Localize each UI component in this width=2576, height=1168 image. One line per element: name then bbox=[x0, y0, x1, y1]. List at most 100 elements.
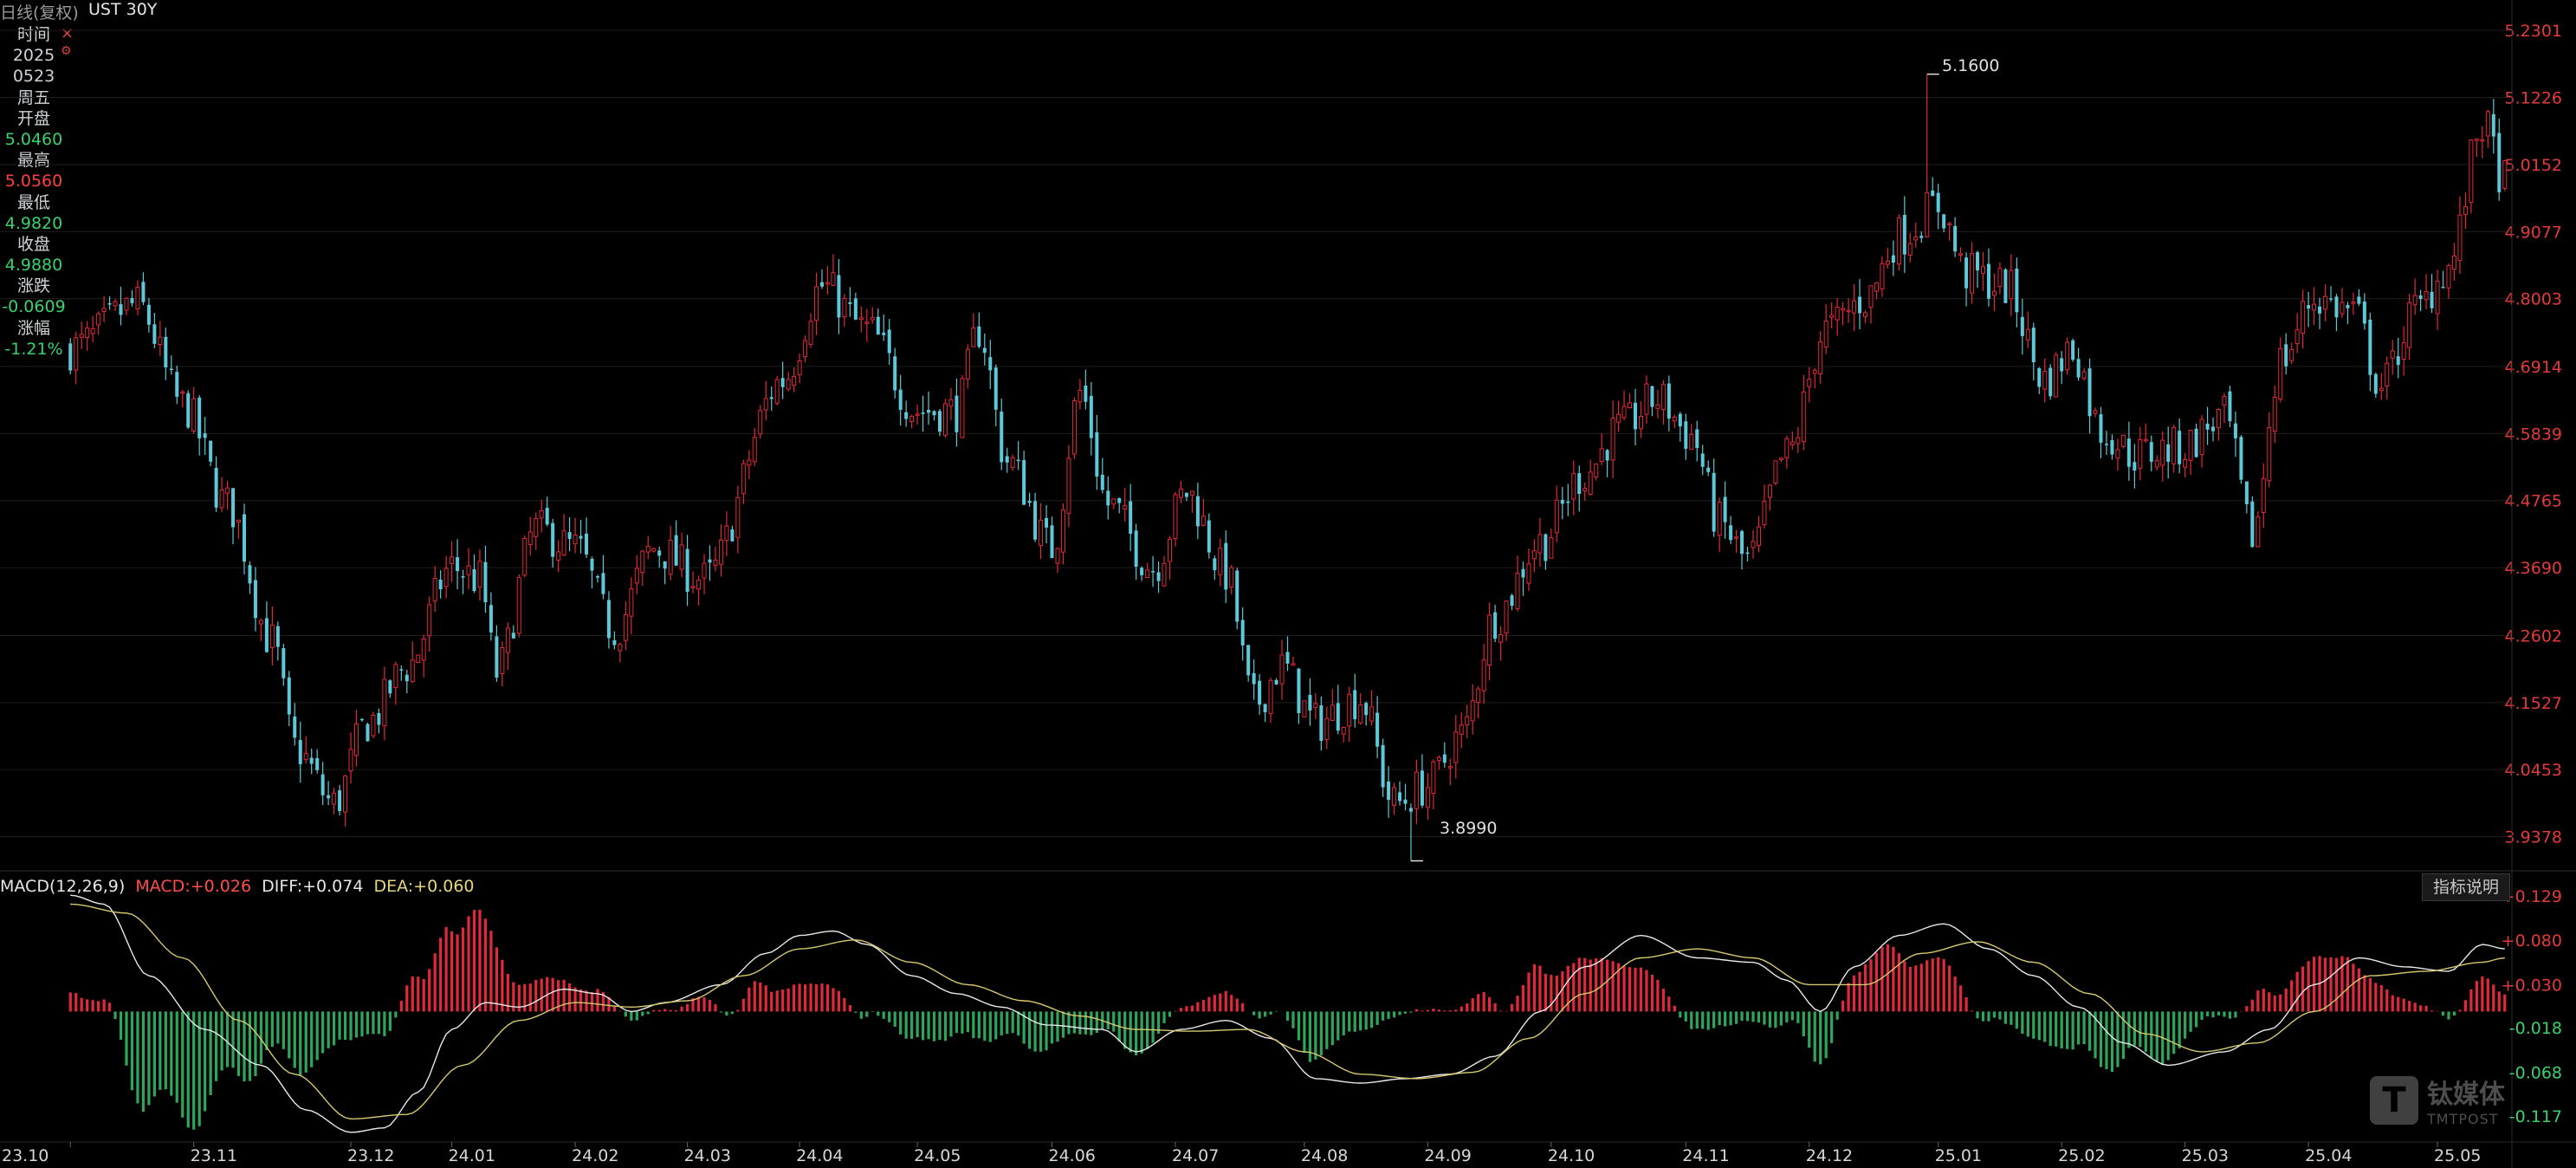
candle-body bbox=[837, 275, 841, 318]
candle-body bbox=[1308, 694, 1312, 711]
candle-body bbox=[2351, 302, 2356, 304]
y-tick-label: 3.9378 bbox=[2505, 828, 2562, 847]
candle-body bbox=[1566, 501, 1570, 503]
candle-body bbox=[955, 395, 959, 432]
candle-body bbox=[1544, 534, 1548, 561]
close-label: 收盘 bbox=[16, 234, 50, 254]
macd-y-tick-label: +0.030 bbox=[2502, 976, 2562, 995]
tmtpost-logo: T 钛媒体 TMTPOST bbox=[2370, 1073, 2505, 1127]
period-label[interactable]: 日线(复权) bbox=[0, 3, 79, 23]
candle-body bbox=[1274, 679, 1278, 685]
candle-body bbox=[2379, 387, 2384, 392]
candle-body bbox=[2003, 269, 2008, 303]
candle-body bbox=[1313, 703, 1318, 709]
candle-body bbox=[1330, 704, 1335, 721]
candle-body bbox=[2368, 319, 2372, 375]
candle-body bbox=[1189, 490, 1194, 496]
candle-body bbox=[2216, 409, 2222, 429]
candle-body bbox=[113, 301, 118, 307]
candle-body bbox=[960, 378, 965, 438]
candle-body bbox=[1504, 600, 1509, 634]
change-label: 涨跌 bbox=[16, 276, 50, 296]
candle-body bbox=[2412, 295, 2417, 306]
candle-body bbox=[527, 531, 533, 545]
candle-body bbox=[724, 525, 729, 542]
candle-body bbox=[2178, 431, 2182, 464]
candle-body bbox=[1173, 494, 1178, 540]
candle-body bbox=[853, 298, 858, 320]
candle-body bbox=[2250, 501, 2255, 548]
candle-body bbox=[2323, 295, 2328, 310]
candle-body bbox=[595, 575, 599, 578]
candle-body bbox=[1858, 296, 1862, 314]
x-tick-label: 23.12 bbox=[347, 1146, 394, 1165]
candle-body bbox=[135, 286, 140, 309]
candle-body bbox=[2031, 328, 2036, 363]
candle-body bbox=[399, 669, 404, 671]
candle-body bbox=[1706, 467, 1711, 472]
candle-body bbox=[1537, 534, 1543, 554]
candle-body bbox=[864, 321, 870, 324]
candle-body bbox=[1071, 399, 1077, 455]
candle-body bbox=[1235, 570, 1239, 622]
candle-body bbox=[90, 328, 95, 334]
candle-body bbox=[1145, 569, 1150, 579]
candle-body bbox=[1560, 499, 1564, 504]
candle-body bbox=[674, 535, 678, 566]
candle-body bbox=[1218, 548, 1223, 575]
indicator-help-button[interactable]: 指标说明 bbox=[2422, 873, 2510, 901]
candle-body bbox=[2457, 214, 2463, 262]
candle-body bbox=[1723, 496, 1727, 522]
candle-body bbox=[516, 577, 521, 634]
candle-body bbox=[634, 568, 639, 584]
x-tick-label: 24.03 bbox=[684, 1146, 731, 1165]
candle-body bbox=[1408, 808, 1413, 812]
macd-value: +0.026 bbox=[190, 877, 252, 896]
candle-body bbox=[2154, 460, 2159, 468]
candle-body bbox=[68, 343, 73, 371]
candle-body bbox=[1324, 717, 1330, 741]
candle-body bbox=[1515, 573, 1520, 609]
candle-body bbox=[1263, 704, 1267, 713]
candle-body bbox=[1796, 437, 1801, 444]
candle-body bbox=[539, 509, 544, 519]
candle-body bbox=[752, 437, 757, 463]
candle-body bbox=[1442, 754, 1447, 763]
y-tick-label: 5.0152 bbox=[2505, 156, 2562, 175]
candle-body bbox=[1712, 472, 1716, 532]
candle-body bbox=[2171, 427, 2177, 464]
candle-body bbox=[1201, 516, 1206, 526]
candle-body bbox=[2491, 114, 2495, 137]
candle-body bbox=[242, 514, 246, 562]
candle-body bbox=[1751, 541, 1756, 548]
candle-body bbox=[1907, 243, 1913, 256]
candle-body bbox=[2357, 296, 2361, 304]
candle-body bbox=[253, 580, 257, 619]
pct-label: 涨幅 bbox=[16, 318, 50, 338]
candle-body bbox=[1942, 214, 1946, 229]
candle-body bbox=[1447, 766, 1453, 769]
candle-body bbox=[2474, 138, 2479, 141]
candle-body bbox=[848, 302, 852, 304]
candle-body bbox=[1605, 450, 1609, 461]
candle-body bbox=[1195, 496, 1200, 527]
x-tick-label: 24.12 bbox=[1806, 1146, 1853, 1165]
candle-body bbox=[209, 440, 213, 462]
candle-body bbox=[1655, 404, 1660, 409]
candle-body bbox=[141, 282, 146, 302]
candle-body bbox=[994, 367, 998, 410]
candle-body bbox=[1341, 726, 1346, 735]
candle-body bbox=[315, 757, 320, 770]
candle-body bbox=[1045, 517, 1049, 528]
candle-body bbox=[1953, 225, 1958, 252]
candle-body bbox=[146, 304, 151, 325]
candle-body bbox=[1767, 484, 1772, 498]
y-tick-label: 4.4765 bbox=[2505, 492, 2562, 511]
candle-body bbox=[456, 557, 460, 572]
candle-body bbox=[130, 298, 134, 303]
candle-body bbox=[309, 757, 314, 764]
candle-body bbox=[2099, 414, 2103, 443]
settings-icon[interactable]: ⚙ bbox=[61, 44, 72, 58]
close-icon[interactable]: × bbox=[61, 24, 74, 42]
